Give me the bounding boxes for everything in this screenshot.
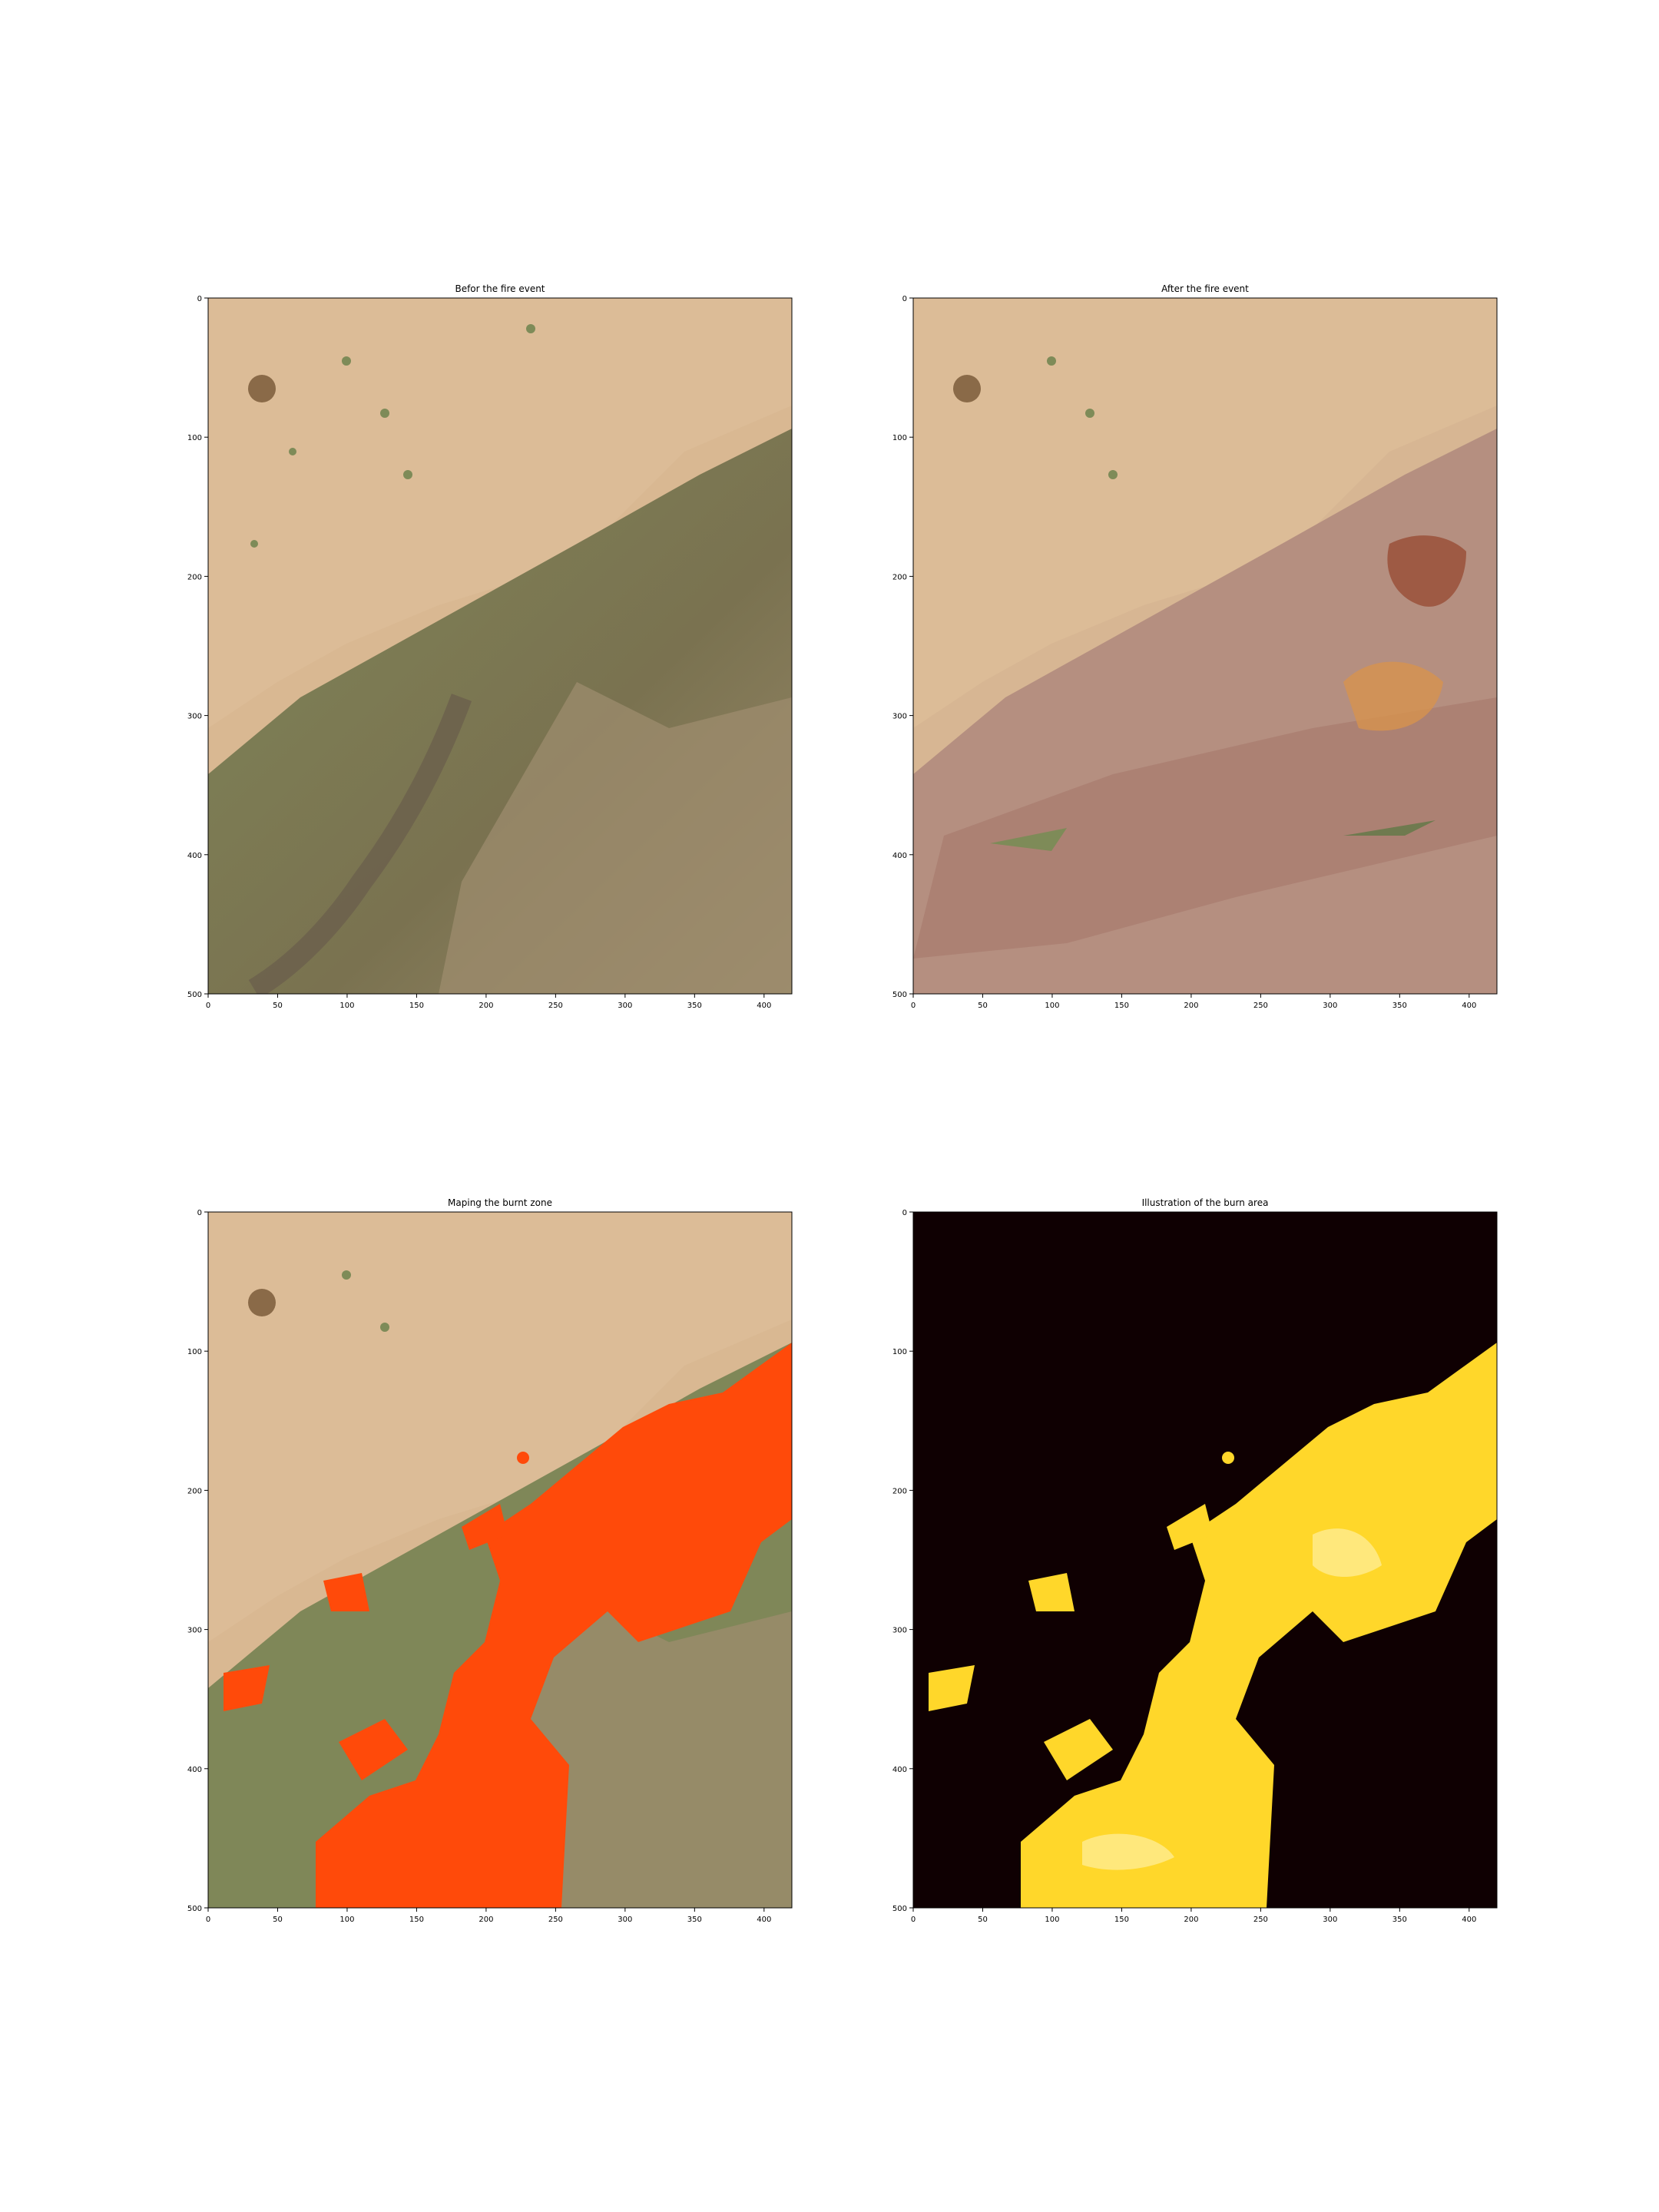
axes-after: 0 50 100 150 200 250 300 350 400 0 100 200 300 400 500 xyxy=(892,295,1498,1010)
panel-before: Befor the fire event 0 50 100 150 200 250 300 3… xyxy=(187,283,793,1010)
y-tick-label: 200 xyxy=(187,1487,202,1495)
x-tick-label: 250 xyxy=(1253,1916,1268,1924)
x-tick-label: 150 xyxy=(1114,1002,1129,1010)
x-tick-label: 300 xyxy=(1323,1002,1337,1010)
x-tick-label: 350 xyxy=(1392,1916,1407,1924)
image-before xyxy=(208,298,792,994)
x-tick-label: 150 xyxy=(1114,1916,1129,1924)
y-tick-label: 500 xyxy=(892,1905,907,1913)
x-tick-label: 50 xyxy=(273,1916,283,1924)
panel-title-burn-area: Illustration of the burn area xyxy=(1141,1197,1269,1208)
image-after xyxy=(913,298,1497,994)
x-tick-label: 250 xyxy=(548,1916,563,1924)
x-tick-label: 200 xyxy=(478,1002,493,1010)
y-tick-label: 300 xyxy=(892,1627,907,1635)
x-tick-label: 200 xyxy=(1184,1002,1198,1010)
y-tick-label: 200 xyxy=(892,573,907,581)
y-tick-label: 300 xyxy=(892,713,907,721)
y-tick-label: 0 xyxy=(902,295,907,303)
y-tick-label: 0 xyxy=(197,1209,202,1217)
x-tick-label: 400 xyxy=(757,1002,771,1010)
x-tick-label: 350 xyxy=(687,1916,702,1924)
y-tick-label: 300 xyxy=(187,1627,202,1635)
axes-frame xyxy=(207,297,793,995)
y-tick-label: 100 xyxy=(187,434,202,442)
panel-burn-area: Illustration of the burn area 0 50 100 150 2… xyxy=(892,1197,1498,1924)
y-tick-label: 300 xyxy=(187,713,202,721)
y-tick-label: 100 xyxy=(892,1348,907,1356)
x-tick-label: 150 xyxy=(409,1916,424,1924)
x-tick-label: 50 xyxy=(273,1002,283,1010)
x-tick-label: 400 xyxy=(757,1916,771,1924)
x-tick-label: 100 xyxy=(1045,1002,1059,1010)
burnt-overlay xyxy=(316,1343,792,1908)
axes-burn-area: 0 50 100 150 200 250 300 350 400 0 100 200 300 400 500 xyxy=(892,1209,1498,1924)
y-tick-label: 500 xyxy=(187,1905,202,1913)
x-tick-label: 200 xyxy=(478,1916,493,1924)
y-tick-label: 400 xyxy=(187,852,202,860)
panel-title-before: Befor the fire event xyxy=(455,283,545,294)
axes-frame xyxy=(912,297,1498,995)
x-tick-label: 50 xyxy=(978,1916,988,1924)
x-tick-label: 0 xyxy=(911,1916,916,1924)
x-tick-label: 300 xyxy=(1323,1916,1337,1924)
x-tick-label: 0 xyxy=(206,1002,210,1010)
image-burn-area xyxy=(913,1212,1497,1908)
y-tick-label: 500 xyxy=(892,991,907,999)
x-tick-label: 100 xyxy=(339,1916,354,1924)
x-tick-label: 400 xyxy=(1462,1002,1476,1010)
x-tick-label: 250 xyxy=(1253,1002,1268,1010)
y-tick-label: 400 xyxy=(187,1766,202,1774)
y-tick-label: 0 xyxy=(902,1209,907,1217)
image-burnt-zone xyxy=(208,1212,792,1908)
y-tick-label: 100 xyxy=(187,1348,202,1356)
x-tick-label: 300 xyxy=(618,1916,632,1924)
axes-before: 0 50 100 150 200 250 300 350 400 0 100 200 300 400 500 xyxy=(187,295,793,1010)
x-tick-label: 150 xyxy=(409,1002,424,1010)
burn-mask xyxy=(1021,1343,1497,1908)
x-tick-label: 0 xyxy=(206,1916,210,1924)
x-tick-label: 350 xyxy=(1392,1002,1407,1010)
y-tick-label: 100 xyxy=(892,434,907,442)
y-tick-label: 200 xyxy=(892,1487,907,1495)
panel-burnt-zone: Maping the burnt zone 0 50 100 150 200 250 300… xyxy=(187,1197,793,1924)
x-tick-label: 100 xyxy=(339,1002,354,1010)
y-tick-label: 0 xyxy=(197,295,202,303)
y-tick-label: 400 xyxy=(892,1766,907,1774)
axes-frame xyxy=(912,1211,1498,1909)
x-tick-label: 0 xyxy=(911,1002,916,1010)
panel-title-burnt-zone: Maping the burnt zone xyxy=(448,1197,552,1208)
y-tick-label: 400 xyxy=(892,852,907,860)
panel-title-after: After the fire event xyxy=(1161,283,1249,294)
y-tick-label: 200 xyxy=(187,573,202,581)
x-tick-label: 400 xyxy=(1462,1916,1476,1924)
x-tick-label: 350 xyxy=(687,1002,702,1010)
axes-burnt-zone: 0 50 100 150 200 250 300 350 400 0 100 200 300 400 500 xyxy=(187,1209,793,1924)
x-tick-label: 200 xyxy=(1184,1916,1198,1924)
panel-after: After the fire event 0 50 100 150 200 250 300 3… xyxy=(892,283,1498,1010)
x-tick-label: 100 xyxy=(1045,1916,1059,1924)
y-tick-label: 500 xyxy=(187,991,202,999)
x-tick-label: 50 xyxy=(978,1002,988,1010)
x-tick-label: 250 xyxy=(548,1002,563,1010)
axes-frame xyxy=(207,1211,793,1909)
x-tick-label: 300 xyxy=(618,1002,632,1010)
